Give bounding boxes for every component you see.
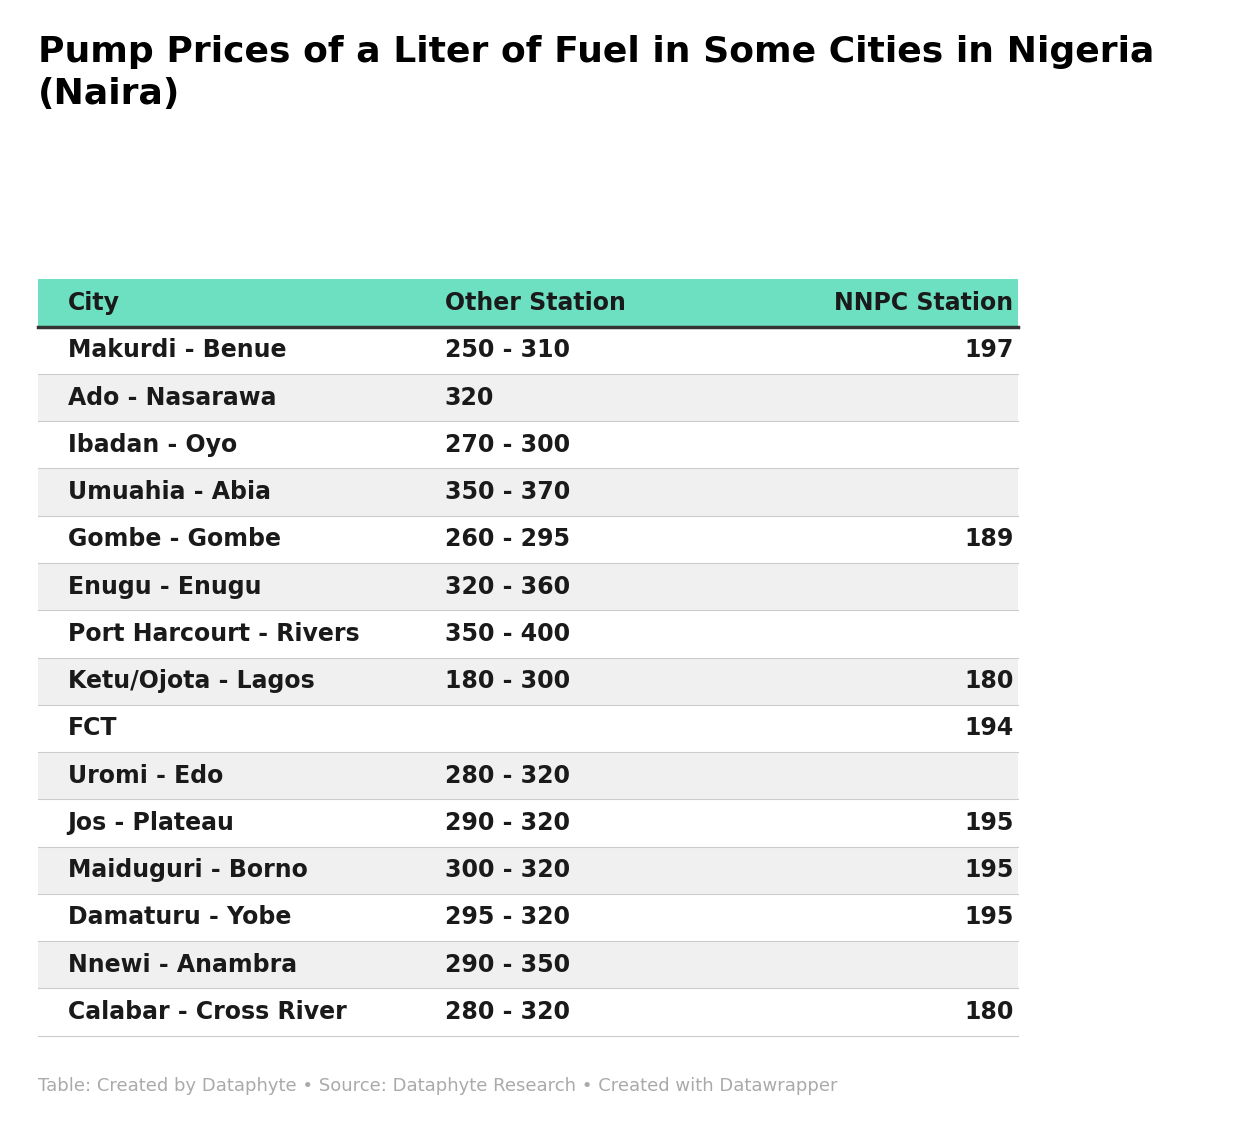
- Text: Gombe - Gombe: Gombe - Gombe: [68, 527, 280, 552]
- Text: 320: 320: [445, 385, 494, 410]
- Text: 180: 180: [963, 669, 1013, 694]
- Text: Ibadan - Oyo: Ibadan - Oyo: [68, 432, 237, 457]
- Text: 180: 180: [963, 1000, 1013, 1024]
- Text: Other Station: Other Station: [445, 291, 625, 315]
- Text: 180 - 300: 180 - 300: [445, 669, 569, 694]
- Text: Maiduguri - Borno: Maiduguri - Borno: [68, 858, 308, 882]
- Text: 280 - 320: 280 - 320: [445, 1000, 569, 1024]
- Text: 270 - 300: 270 - 300: [445, 432, 569, 457]
- Text: Nnewi - Anambra: Nnewi - Anambra: [68, 953, 296, 976]
- Text: Pump Prices of a Liter of Fuel in Some Cities in Nigeria
(Naira): Pump Prices of a Liter of Fuel in Some C…: [38, 35, 1154, 110]
- Text: 350 - 400: 350 - 400: [445, 622, 569, 646]
- Text: 195: 195: [963, 858, 1013, 882]
- FancyBboxPatch shape: [38, 941, 1018, 989]
- Text: 290 - 350: 290 - 350: [445, 953, 569, 976]
- Text: 250 - 310: 250 - 310: [445, 338, 569, 363]
- Text: Table: Created by Dataphyte • Source: Dataphyte Research • Created with Datawrap: Table: Created by Dataphyte • Source: Da…: [38, 1076, 838, 1094]
- FancyBboxPatch shape: [38, 847, 1018, 894]
- FancyBboxPatch shape: [38, 799, 1018, 847]
- FancyBboxPatch shape: [38, 279, 1018, 327]
- FancyBboxPatch shape: [38, 752, 1018, 799]
- FancyBboxPatch shape: [38, 327, 1018, 374]
- Text: Ketu/Ojota - Lagos: Ketu/Ojota - Lagos: [68, 669, 314, 694]
- Text: 320 - 360: 320 - 360: [445, 574, 569, 599]
- FancyBboxPatch shape: [38, 658, 1018, 705]
- Text: 194: 194: [965, 716, 1013, 741]
- FancyBboxPatch shape: [38, 421, 1018, 468]
- Text: Port Harcourt - Rivers: Port Harcourt - Rivers: [68, 622, 360, 646]
- Text: 260 - 295: 260 - 295: [445, 527, 569, 552]
- Text: Damaturu - Yobe: Damaturu - Yobe: [68, 905, 291, 929]
- FancyBboxPatch shape: [38, 468, 1018, 516]
- Text: 195: 195: [963, 905, 1013, 929]
- FancyBboxPatch shape: [38, 705, 1018, 752]
- Text: Uromi - Edo: Uromi - Edo: [68, 763, 223, 788]
- Text: 195: 195: [963, 811, 1013, 835]
- Text: Calabar - Cross River: Calabar - Cross River: [68, 1000, 346, 1024]
- Text: Ado - Nasarawa: Ado - Nasarawa: [68, 385, 277, 410]
- Text: FCT: FCT: [68, 716, 117, 741]
- Text: Enugu - Enugu: Enugu - Enugu: [68, 574, 262, 599]
- FancyBboxPatch shape: [38, 374, 1018, 421]
- Text: Makurdi - Benue: Makurdi - Benue: [68, 338, 286, 363]
- Text: 280 - 320: 280 - 320: [445, 763, 569, 788]
- Text: 300 - 320: 300 - 320: [445, 858, 569, 882]
- Text: 197: 197: [963, 338, 1013, 363]
- FancyBboxPatch shape: [38, 563, 1018, 610]
- Text: 290 - 320: 290 - 320: [445, 811, 569, 835]
- FancyBboxPatch shape: [38, 989, 1018, 1036]
- FancyBboxPatch shape: [38, 516, 1018, 563]
- Text: 295 - 320: 295 - 320: [445, 905, 569, 929]
- Text: 189: 189: [963, 527, 1013, 552]
- Text: 350 - 370: 350 - 370: [445, 480, 570, 504]
- Text: NNPC Station: NNPC Station: [835, 291, 1013, 315]
- Text: Umuahia - Abia: Umuahia - Abia: [68, 480, 270, 504]
- Text: City: City: [68, 291, 119, 315]
- FancyBboxPatch shape: [38, 610, 1018, 658]
- Text: Jos - Plateau: Jos - Plateau: [68, 811, 234, 835]
- FancyBboxPatch shape: [38, 894, 1018, 941]
